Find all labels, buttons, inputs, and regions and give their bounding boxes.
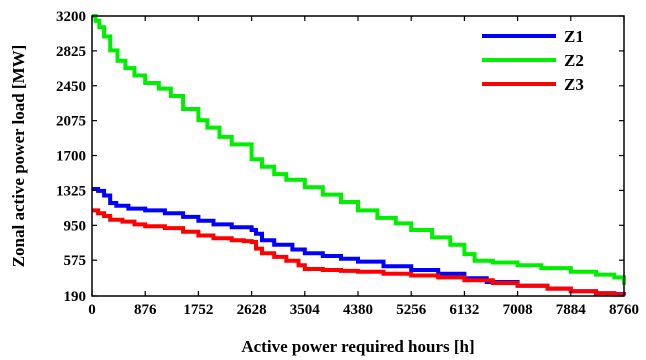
x-tick-label: 8760 [609, 302, 639, 318]
x-tick-label: 3504 [290, 302, 321, 318]
legend: Z1 Z2 Z3 [482, 27, 584, 94]
legend-label-z3: Z3 [564, 75, 584, 94]
x-tick-label: 2628 [237, 302, 267, 318]
x-tick-label: 7884 [556, 302, 587, 318]
series-line-z3 [92, 208, 626, 297]
y-tick-label: 575 [64, 253, 87, 269]
series-layer [92, 14, 626, 297]
tick-layer: 0 876 1752 2628 3504 4380 5256 6132 7008 7884 8760… [56, 9, 639, 318]
series-line-z2 [92, 14, 626, 285]
x-tick-label: 876 [134, 302, 157, 318]
y-tick-label: 1325 [56, 183, 86, 199]
y-tick-label: 2450 [56, 79, 86, 95]
y-tick-label: 3200 [56, 9, 86, 25]
y-tick-label: 2825 [56, 44, 86, 60]
x-tick-label: 4380 [343, 302, 373, 318]
x-tick-label: 7008 [503, 302, 533, 318]
x-axis-title: Active power required hours [h] [241, 337, 474, 356]
y-tick-label: 950 [64, 218, 87, 234]
x-tick-label: 0 [88, 302, 96, 318]
y-tick-label: 190 [64, 289, 87, 305]
legend-label-z1: Z1 [564, 27, 584, 46]
x-tick-label: 5256 [396, 302, 427, 318]
y-tick-label: 1700 [56, 149, 86, 165]
y-tick-label: 2075 [56, 114, 86, 130]
x-tick-label: 1752 [183, 302, 213, 318]
x-tick-label: 6132 [449, 302, 479, 318]
legend-label-z2: Z2 [564, 51, 584, 70]
y-axis-title: Zonal active power load [MW] [9, 45, 28, 268]
